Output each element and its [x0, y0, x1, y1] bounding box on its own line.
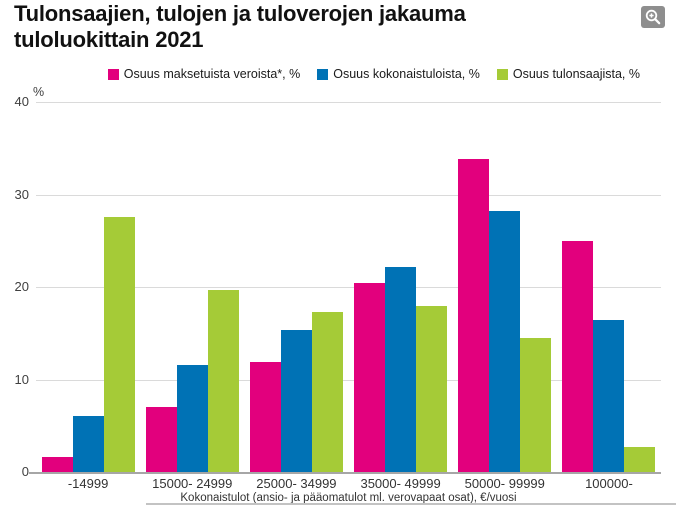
bar[interactable] — [103, 216, 135, 472]
y-tick-label-10: 10 — [14, 371, 29, 387]
bar-group-2 — [140, 102, 244, 472]
bar[interactable] — [458, 159, 490, 472]
legend-label: Osuus tulonsaajista, % — [512, 67, 640, 81]
gridline-40 — [36, 102, 661, 103]
bar-group-4 — [349, 102, 453, 472]
y-tick-label-0: 0 — [21, 464, 29, 479]
legend-swatch-icon — [107, 68, 119, 80]
y-axis-ticks: 0 10 20 30 40 — [0, 94, 29, 479]
bar-group-6 — [557, 102, 661, 472]
bar[interactable] — [41, 457, 73, 472]
bar-groups — [36, 102, 661, 472]
bar[interactable] — [145, 407, 177, 472]
bar[interactable] — [72, 415, 104, 472]
x-category-label: -14999 — [67, 476, 109, 491]
bar-group-3 — [244, 102, 348, 472]
bar[interactable] — [416, 306, 448, 472]
x-axis-category-labels: -14999 15000- 24999 25000- 34999 35000- 499… — [36, 476, 661, 491]
chart-title: Tulonsaajien, tulojen ja tuloverojen jak… — [14, 1, 466, 52]
bar-group-1 — [36, 102, 140, 472]
y-tick-label-40: 40 — [14, 94, 29, 109]
legend-swatch-icon — [317, 68, 329, 80]
bar[interactable] — [593, 320, 625, 472]
legend-item: Osuus kokonaistuloista, % — [317, 67, 480, 81]
plot-area — [29, 102, 661, 474]
gridline-10 — [36, 379, 661, 381]
bar[interactable] — [249, 361, 281, 472]
y-tick-label-20: 20 — [14, 279, 29, 294]
gridline-30 — [36, 194, 661, 196]
y-tick-label-30: 30 — [14, 186, 29, 202]
y-axis-unit: % — [33, 85, 45, 99]
legend-label: Osuus kokonaistuloista, % — [333, 67, 480, 81]
bar[interactable] — [280, 329, 312, 472]
x-category-label: 100000- — [585, 476, 633, 491]
bottom-divider — [146, 503, 676, 505]
x-category-label: 50000- 99999 — [464, 476, 545, 491]
magnifier-plus-icon — [644, 8, 662, 26]
x-axis-line — [29, 472, 661, 474]
legend-swatch-icon — [496, 68, 508, 80]
x-category-label: 35000- 49999 — [360, 476, 441, 491]
bar[interactable] — [207, 289, 239, 472]
x-axis-label: Kokonaistulot (ansio- ja pääomatulot ml.… — [180, 492, 517, 504]
legend-label: Osuus maksetuista veroista*, % — [123, 67, 301, 81]
bar[interactable] — [385, 266, 417, 472]
x-category-label: 15000- 24999 — [152, 476, 233, 491]
legend: Osuus maksetuista veroista*, % Osuus koko… — [36, 67, 640, 81]
legend-item: Osuus tulonsaajista, % — [496, 67, 640, 81]
bar[interactable] — [624, 447, 656, 472]
bar[interactable] — [354, 283, 386, 472]
x-category-label: 25000- 34999 — [256, 476, 337, 491]
legend-item: Osuus maksetuista veroista*, % — [107, 67, 301, 81]
zoom-button[interactable] — [641, 6, 665, 28]
bar[interactable] — [176, 364, 208, 472]
bar[interactable] — [311, 311, 343, 472]
gridline-20 — [36, 287, 661, 288]
bar[interactable] — [562, 240, 594, 472]
bar[interactable] — [520, 337, 552, 472]
bar[interactable] — [489, 211, 521, 472]
bar-group-5 — [453, 102, 557, 472]
